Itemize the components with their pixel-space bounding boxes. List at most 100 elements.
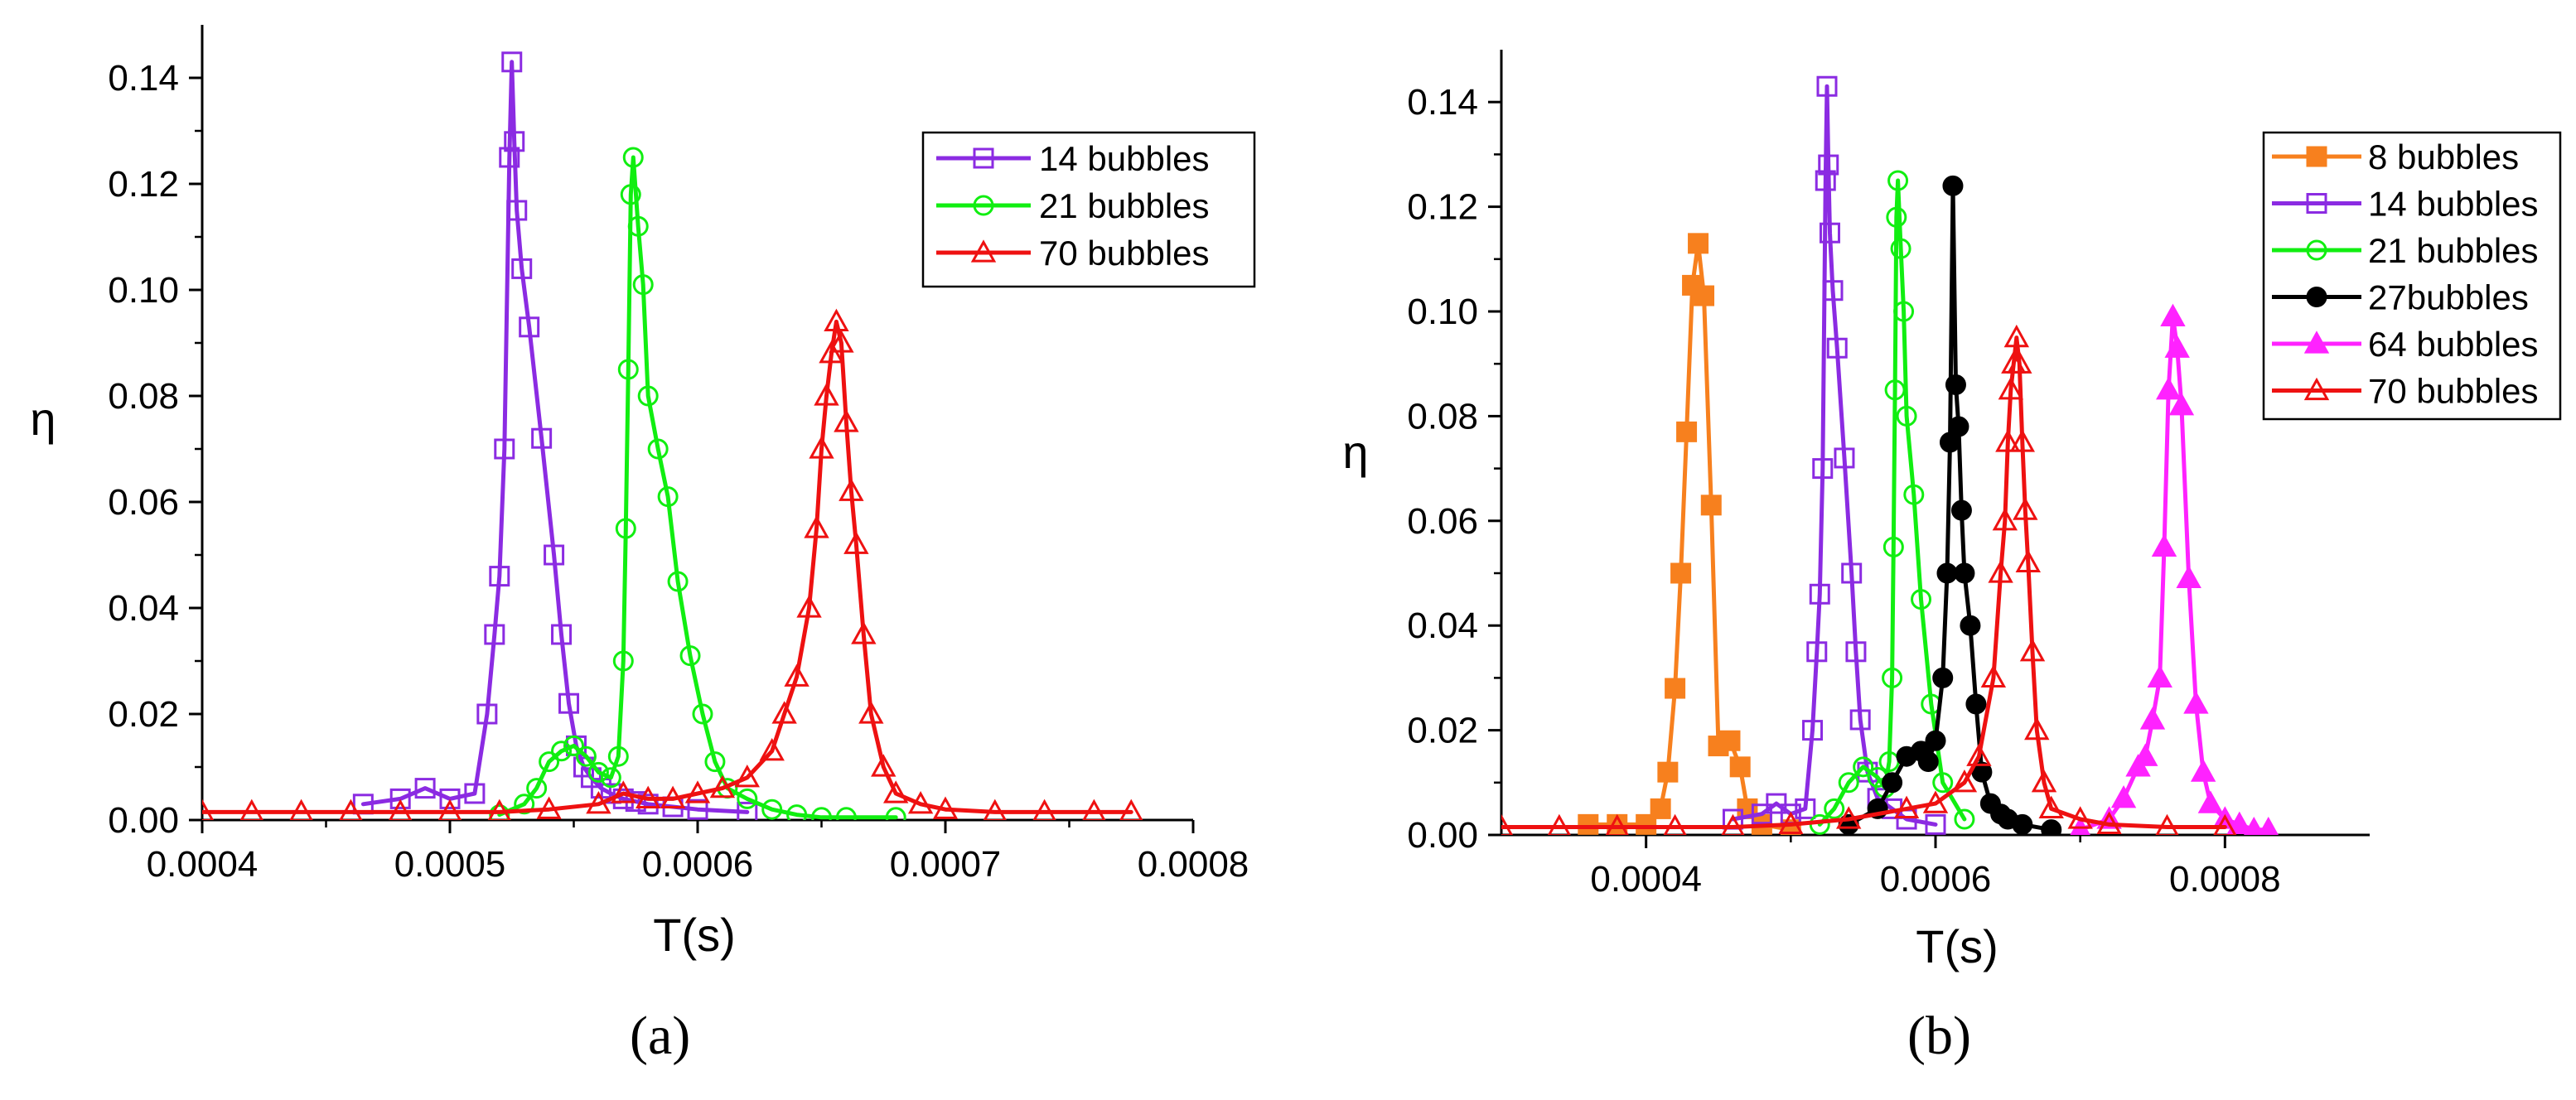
legend-label: 70 bubbles [2368,372,2539,411]
y-tick-label-a: 0.14 [108,58,179,99]
data-point-14-bubbles [389,788,411,809]
series-21-bubbles-a [489,147,906,820]
data-point-27bubbles [1925,730,1946,751]
data-point-21-bubbles [786,804,808,820]
data-point-21-bubbles [1886,206,1907,228]
x-tick-label-a: 0.0005 [394,844,506,885]
data-point-21-bubbles [1954,808,1975,830]
axes-a [189,25,1195,833]
data-point-27bubbles [1965,693,1987,715]
data-point-70-bubbles [814,383,839,406]
data-point-14-bubbles [1816,75,1838,97]
data-point-70-bubbles [983,798,1007,820]
legend-item-21-bubbles: 21 bubbles [936,186,1210,225]
data-point-21-bubbles [1838,772,1859,794]
data-point-70-bubbles [2009,429,2035,452]
data-point-21-bubbles [637,385,659,407]
data-point-8-bubbles [1694,285,1715,306]
data-point-21-bubbles [551,741,573,762]
x-tick-label-a: 0.0006 [642,844,754,885]
legend-item-14-bubbles: 14 bubbles [936,139,1210,178]
data-point-70-bubbles [834,409,859,432]
data-point-14-bubbles [1795,798,1816,819]
data-point-21-bubbles [622,147,644,168]
legend-box-b [2262,131,2562,421]
data-point-64-bubbles [2139,707,2166,730]
data-point-21-bubbles [615,518,636,539]
series-line-21-bubbles [497,155,898,820]
y-tick-label-a: 0.08 [108,376,179,417]
data-point-21-bubbles [627,215,649,237]
data-point-70-bubbles [1547,813,1571,835]
data-point-21-bubbles [563,735,584,756]
data-point-14-bubbles [519,316,540,338]
legend-item-8-bubbles: 8 bubbles [2272,138,2519,176]
data-point-14-bubbles [494,438,515,460]
data-point-14-bubbles [1806,641,1828,663]
data-point-64-bubbles [2190,759,2216,782]
data-point-14-bubbles [501,51,523,73]
data-point-14-bubbles [558,692,580,714]
data-point-70-bubbles [202,798,215,820]
data-point-21-bubbles [885,807,906,820]
data-point-27bubbles [2041,819,2062,835]
data-point-70-bubbles [2024,716,2050,741]
legend-label: 21 bubbles [2368,231,2539,270]
data-point-14-bubbles [737,801,758,820]
data-point-21-bubbles [620,184,641,205]
data-point-27bubbles [1971,761,1993,783]
data-point-70-bubbles [809,436,834,459]
data-point-14-bubbles [476,703,498,725]
data-point-70-bubbles [586,791,611,814]
data-point-14-bubbles [504,131,525,152]
data-point-70-bubbles [843,531,869,554]
series-70-bubbles-b [1501,324,2237,835]
data-point-70-bubbles [759,738,785,761]
y-tick-label-a: 0.00 [108,800,179,841]
data-point-14-bubbles [1845,641,1867,663]
data-point-27bubbles [1945,374,1966,395]
data-point-70-bubbles [1980,664,2007,688]
panel-label-b: (b) [1907,1006,1971,1066]
data-point-8-bubbles [1719,730,1741,751]
legend-item-70-bubbles: 70 bubbles [936,234,1210,273]
x-tick-label-a: 0.0004 [147,844,259,885]
legend-swatch-marker [2306,239,2327,261]
data-point-70-bubbles [2213,813,2237,835]
data-point-70-bubbles [1995,429,2021,452]
data-point-70-bubbles [734,765,760,788]
data-point-70-bubbles [239,798,263,820]
x-tick-label-a: 0.0007 [890,844,1002,885]
data-point-21-bubbles [539,751,560,773]
data-point-70-bubbles [2015,549,2041,572]
data-point-21-bubbles [835,807,857,820]
data-point-14-bubbles [414,778,436,799]
data-point-21-bubbles [600,767,621,789]
data-point-27bubbles [1942,175,1964,196]
y-tick-label-a: 0.10 [108,270,179,311]
data-point-21-bubbles [587,761,609,783]
data-point-14-bubbles [1812,458,1834,480]
data-point-21-bubbles [811,807,832,820]
y-axis-title-a: η [30,393,56,445]
legend-label: 14 bubbles [2368,185,2539,224]
x-axis-title-a: T(s) [653,909,736,961]
data-point-70-bubbles [1836,806,1862,829]
data-point-8-bubbles [1676,421,1698,442]
data-point-64-bubbles [2147,664,2172,688]
legend-label: 21 bubbles [1039,186,1210,225]
data-point-21-bubbles [761,798,783,820]
data-point-70-bubbles [289,798,313,820]
data-point-21-bubbles [1884,379,1906,401]
y-tick-label-b: 0.06 [1407,501,1478,542]
data-point-70-bubbles [636,785,661,809]
data-point-21-bubbles [1896,405,1917,427]
data-point-70-bubbles [487,798,511,820]
data-point-8-bubbles [1578,813,1599,835]
y-axis-title-b: η [1342,426,1368,478]
data-point-70-bubbles [2155,813,2179,835]
y-tick-label-b: 0.10 [1407,292,1478,332]
y-tick-label-b: 0.02 [1407,711,1478,751]
y-tick-label-b: 0.12 [1407,187,1478,228]
data-point-64-bubbles [2133,743,2158,766]
